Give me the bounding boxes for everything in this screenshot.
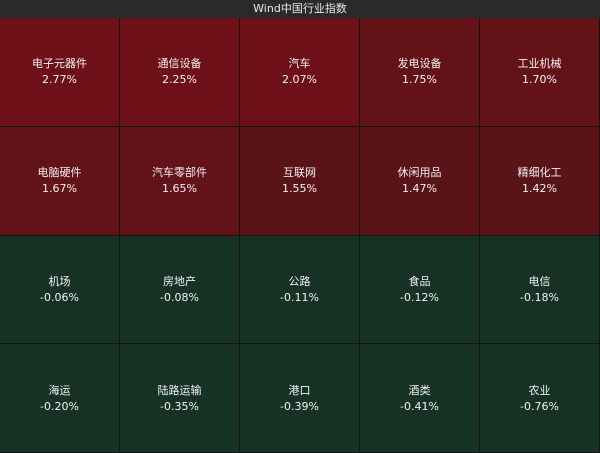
industry-name: 精细化工 (517, 166, 562, 180)
industry-tile[interactable]: 海运 -0.20% (0, 344, 120, 453)
industry-name: 食品 (408, 274, 431, 288)
industry-change: -0.06% (40, 290, 79, 304)
industry-tile[interactable]: 农业 -0.76% (480, 344, 600, 453)
industry-tile[interactable]: 酒类 -0.41% (360, 344, 480, 453)
industry-tile[interactable]: 电信 -0.18% (480, 235, 600, 345)
industry-tile[interactable]: 房地产 -0.08% (120, 235, 240, 345)
industry-name: 汽车零部件 (152, 166, 207, 180)
industry-name: 电脑硬件 (37, 166, 82, 180)
industry-change: 2.07% (282, 73, 317, 87)
industry-change: -0.41% (400, 399, 439, 413)
industry-change: 1.42% (522, 182, 557, 196)
industry-name: 房地产 (163, 274, 196, 288)
industry-name: 港口 (288, 383, 311, 397)
industry-tile[interactable]: 互联网 1.55% (240, 126, 360, 236)
industry-change: -0.11% (280, 290, 319, 304)
industry-tile[interactable]: 电脑硬件 1.67% (0, 126, 120, 236)
industry-tile[interactable]: 汽车 2.07% (240, 18, 360, 127)
industry-change: -0.76% (520, 399, 559, 413)
industry-change: -0.39% (280, 399, 319, 413)
industry-change: 1.75% (402, 73, 437, 87)
industry-tile[interactable]: 陆路运输 -0.35% (120, 344, 240, 453)
industry-heatmap: 电子元器件 2.77% 通信设备 2.25% 汽车 2.07% 发电设备 1.75% 工… (0, 18, 600, 453)
industry-tile[interactable]: 食品 -0.12% (360, 235, 480, 345)
industry-change: 2.25% (162, 73, 197, 87)
industry-name: 互联网 (283, 166, 316, 180)
industry-name: 发电设备 (397, 57, 442, 71)
industry-name: 通信设备 (157, 57, 202, 71)
industry-name: 酒类 (408, 383, 431, 397)
industry-tile[interactable]: 发电设备 1.75% (360, 18, 480, 127)
industry-tile[interactable]: 精细化工 1.42% (480, 126, 600, 236)
industry-name: 休闲用品 (397, 166, 442, 180)
industry-name: 电子元器件 (32, 57, 87, 71)
industry-name: 汽车 (288, 57, 311, 71)
industry-tile[interactable]: 休闲用品 1.47% (360, 126, 480, 236)
industry-name: 公路 (288, 274, 311, 288)
industry-name: 陆路运输 (157, 383, 202, 397)
industry-tile[interactable]: 电子元器件 2.77% (0, 18, 120, 127)
industry-name: 机场 (48, 274, 71, 288)
industry-name: 工业机械 (517, 57, 562, 71)
industry-tile[interactable]: 工业机械 1.70% (480, 18, 600, 127)
industry-change: 1.47% (402, 182, 437, 196)
industry-name: 海运 (48, 383, 71, 397)
industry-tile[interactable]: 通信设备 2.25% (120, 18, 240, 127)
industry-change: 1.65% (162, 182, 197, 196)
industry-change: -0.12% (400, 290, 439, 304)
industry-name: 电信 (528, 274, 551, 288)
industry-change: -0.18% (520, 290, 559, 304)
industry-change: 1.67% (42, 182, 77, 196)
industry-tile[interactable]: 港口 -0.39% (240, 344, 360, 453)
window-title: Wind中国行业指数 (0, 0, 600, 19)
industry-change: -0.35% (160, 399, 199, 413)
industry-tile[interactable]: 汽车零部件 1.65% (120, 126, 240, 236)
industry-change: 1.55% (282, 182, 317, 196)
industry-name: 农业 (528, 383, 551, 397)
industry-tile[interactable]: 公路 -0.11% (240, 235, 360, 345)
industry-change: -0.20% (40, 399, 79, 413)
industry-tile[interactable]: 机场 -0.06% (0, 235, 120, 345)
industry-change: -0.08% (160, 290, 199, 304)
industry-change: 1.70% (522, 73, 557, 87)
industry-change: 2.77% (42, 73, 77, 87)
